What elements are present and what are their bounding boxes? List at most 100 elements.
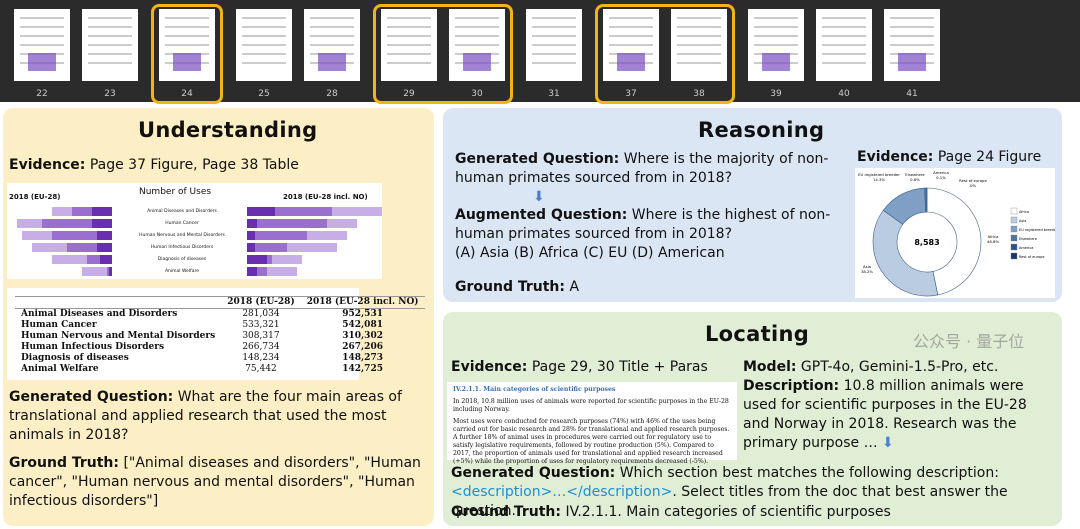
reasoning-panel: Reasoning Generated Question: Where is t… [443, 108, 1062, 302]
legend-swatch [1010, 252, 1018, 260]
donut-center-value: 8,583 [914, 238, 939, 247]
page-thumbnail[interactable]: 24 [157, 9, 217, 99]
evidence-label: Evidence: [857, 149, 934, 165]
table-cell: Animal Diseases and Disorders [21, 309, 178, 319]
figure-bar [67, 243, 112, 252]
slice-label: EU registered breeder [858, 172, 900, 177]
table-cell: Animal Welfare [21, 364, 99, 374]
legend-label: Africa [1019, 210, 1029, 214]
figure-category-label: Human Cancer [165, 221, 199, 226]
figure-bar [247, 255, 302, 264]
truth-label: Ground Truth: [455, 279, 565, 295]
page-thumbnail[interactable]: 40 [814, 9, 874, 99]
figure-category-label: Human Nervous and Mental Disorders [139, 233, 225, 238]
figure-category-label: Animal Welfare [164, 269, 200, 274]
evidence-label: Evidence: [9, 157, 86, 173]
legend-label: Elsewhere [1019, 237, 1037, 241]
slice-label: America [933, 170, 949, 175]
figure-bar [82, 267, 112, 276]
figure-bar [87, 255, 112, 264]
panel-title: Understanding [138, 118, 318, 142]
panel-title: Reasoning [698, 118, 825, 142]
figure-right-label: 2018 (EU-28 incl. NO) [283, 193, 368, 201]
page-thumbnail[interactable]: 29 [379, 9, 439, 99]
truth-text: A [569, 279, 580, 295]
page-number: 38 [693, 89, 705, 99]
page-preview [816, 9, 872, 81]
page-thumbnail[interactable]: 37 [601, 9, 661, 99]
page-thumbnail[interactable]: 39 [746, 9, 806, 99]
gen-question-text: Where is the majority of non-human prima… [455, 151, 829, 186]
doc-paragraph: In 2018, 10.8 million uses of animals we… [453, 398, 729, 413]
page-number: 24 [181, 89, 193, 99]
page-thumbnail[interactable]: 25 [234, 9, 294, 99]
truth-label: Ground Truth: [451, 504, 561, 520]
table-cell: 148,273 [342, 353, 383, 363]
evidence-label: Evidence: [451, 359, 528, 375]
thumbnail-group: 24 [151, 4, 223, 104]
question-text: What are the four main areas of translat… [9, 389, 402, 443]
legend-label: Rest of europe [1019, 255, 1044, 259]
thumbnail-group: 31 [518, 4, 590, 104]
figure-bar [247, 267, 297, 276]
aug-question-text: Where is the highest of non-human primat… [455, 207, 831, 242]
figure-bar [97, 231, 112, 240]
evidence-text: Page 24 Figure [937, 149, 1042, 165]
page-preview [449, 9, 505, 81]
question-label: Generated Question: [9, 389, 174, 405]
page-preview [748, 9, 804, 81]
table-cell: Human Infectious Disorders [21, 342, 165, 352]
figure-bar [247, 231, 255, 240]
donut-slice [926, 187, 982, 296]
page-number: 25 [258, 89, 270, 99]
model-text: GPT-4o, Gemini-1.5-Pro, etc. [800, 359, 999, 375]
donut-figure: 8,583 Africa 46.8% Asia 38.2% EU registered b… [855, 168, 1058, 298]
legend-swatch [1010, 225, 1018, 233]
description-tag: <description>…</description> [451, 484, 673, 500]
watermark: 公众号 · 量子位 [913, 332, 1025, 351]
page-thumbnail[interactable]: 41 [882, 9, 942, 99]
table-row: Animal Diseases and Disorders 281,034 952,… [15, 309, 425, 321]
data-table: 2018 (EU-28) 2018 (EU-28 incl. NO) Animal … [15, 296, 425, 375]
truth-text: ["Animal diseases and disorders", "Human… [9, 455, 421, 509]
thumbnail-group: 37 38 [595, 4, 735, 104]
table-cell: 75,442 [245, 364, 277, 374]
page-preview [603, 9, 659, 81]
slice-value: 0.6% [910, 177, 920, 182]
question-text-end: . Select titles from the doc that best a… [451, 484, 1008, 519]
legend-swatch [1010, 243, 1018, 251]
page-preview [381, 9, 437, 81]
page-number: 29 [403, 89, 415, 99]
question-label: Generated Question: [451, 465, 616, 481]
number-of-uses-figure: 2018 (EU-28) Number of Uses 2018 (EU-28 … [7, 183, 382, 279]
table-header: 2018 (EU-28 incl. NO) [300, 296, 425, 309]
page-preview [236, 9, 292, 81]
doc-heading: IV.2.1.1. Main categories of scientific … [453, 386, 616, 393]
data-table-card: 2018 (EU-28) 2018 (EU-28 incl. NO) Animal … [7, 288, 425, 380]
model-label: Model: [743, 359, 797, 375]
slice-value: 0.1% [936, 175, 946, 180]
figure-bar [247, 231, 307, 240]
page-thumbnail[interactable]: 28 [302, 9, 362, 99]
evidence-text: Page 37 Figure, Page 38 Table [89, 157, 299, 173]
figure-category-label: Animal Diseases and Disorders [147, 209, 217, 214]
thumbnail-group: 29 30 [373, 4, 513, 104]
table-row: Human Infectious Disorders 266,734 267,206 [15, 342, 425, 353]
page-number: 28 [326, 89, 338, 99]
page-thumbnail[interactable]: 38 [669, 9, 729, 99]
table-header [15, 296, 222, 309]
slice-value: 38.2% [861, 269, 873, 274]
doc-paragraph: Most uses were conducted for research pu… [453, 418, 730, 465]
thumbnail-group: 25 28 [228, 4, 368, 104]
page-thumbnail[interactable]: 22 [12, 9, 72, 99]
figure-category-label: Human Infectious Disorders [150, 245, 214, 250]
figure-bar [247, 243, 337, 252]
page-thumbnail[interactable]: 31 [524, 9, 584, 99]
table-cell: Human Nervous and Mental Disorders [21, 331, 216, 341]
page-number: 23 [104, 89, 116, 99]
page-number: 30 [471, 89, 483, 99]
table-cell: Diagnosis of diseases [21, 353, 129, 363]
figure-bar [100, 255, 112, 264]
page-thumbnail[interactable]: 30 [447, 9, 507, 99]
page-thumbnail[interactable]: 23 [80, 9, 140, 99]
